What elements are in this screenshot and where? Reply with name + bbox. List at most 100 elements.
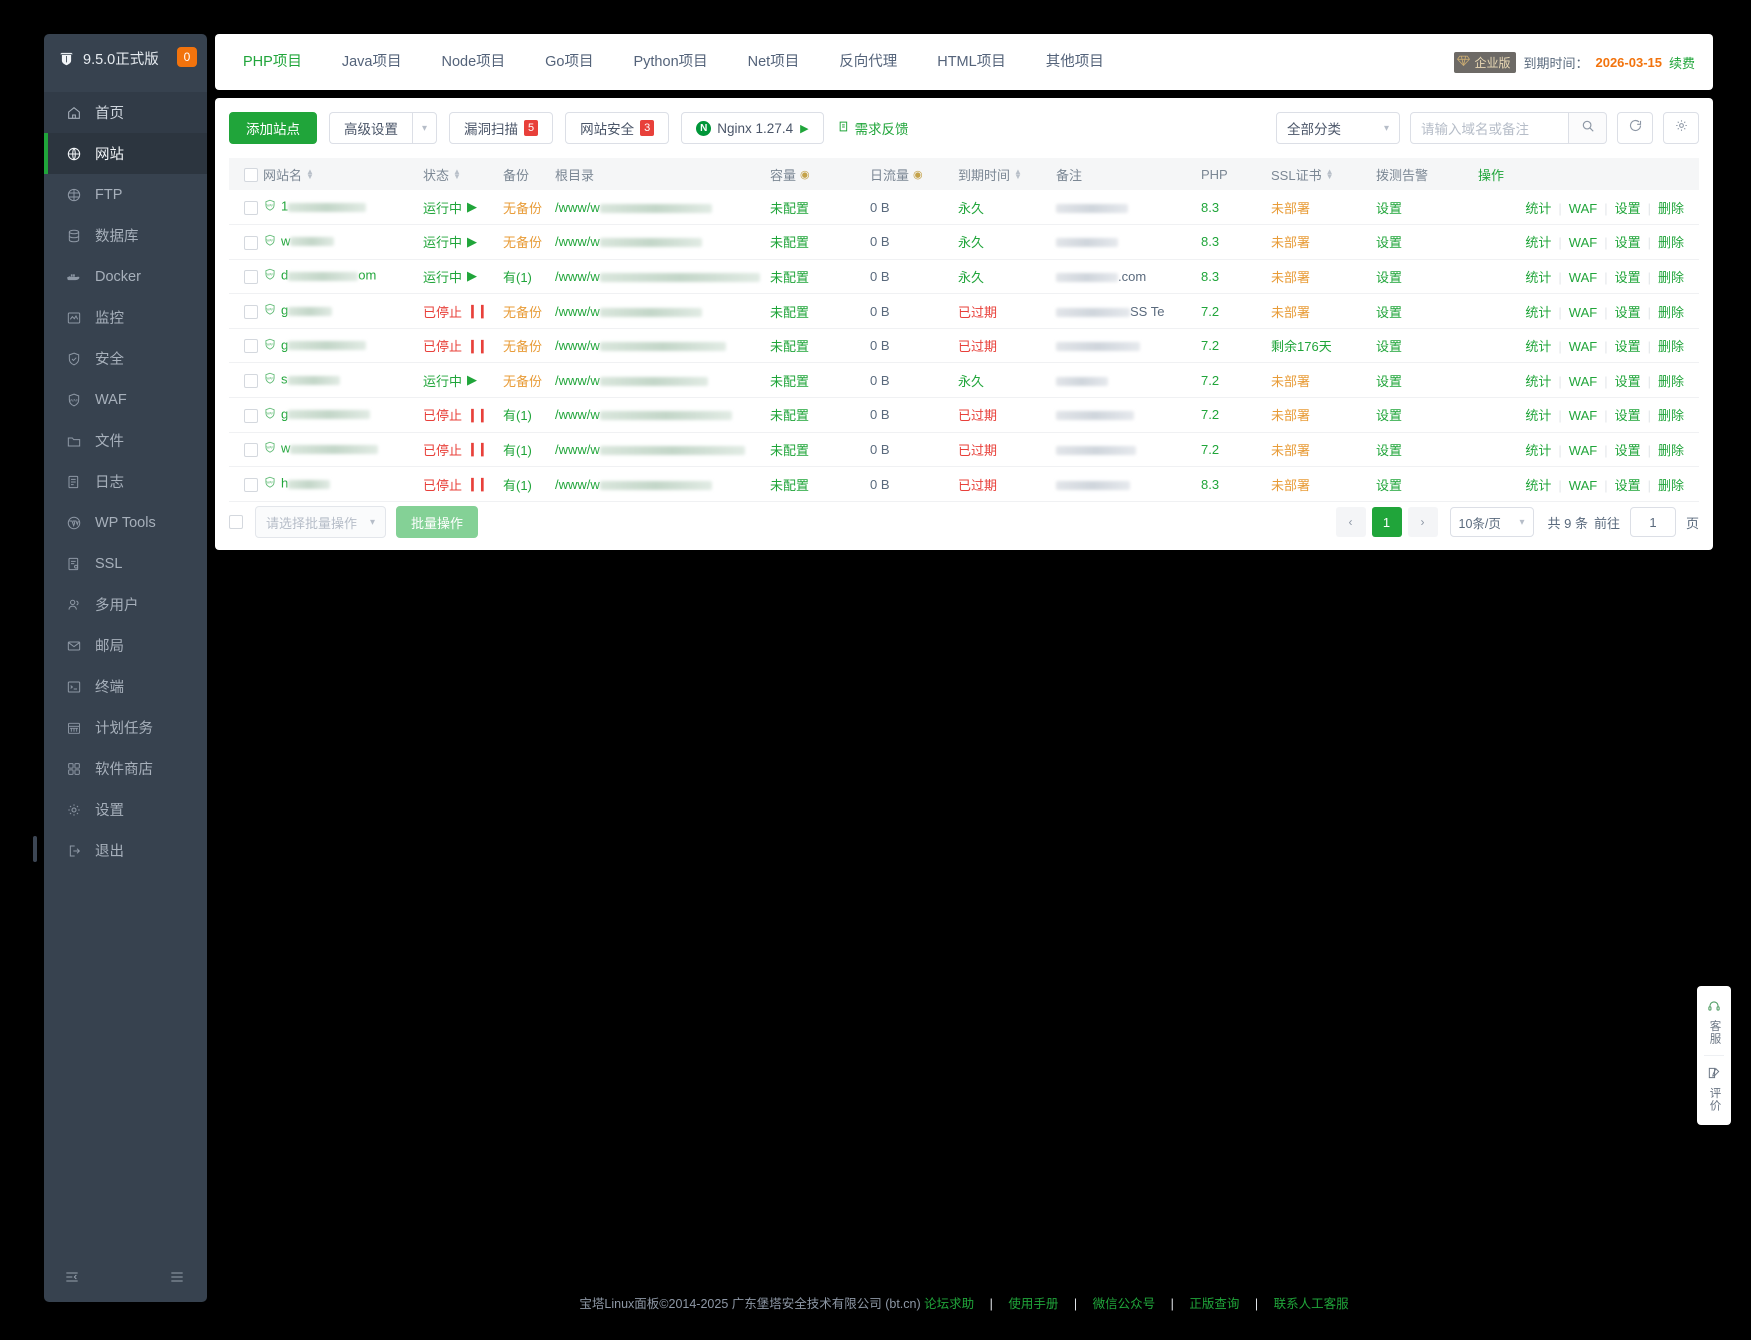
feedback-link[interactable]: 需求反馈: [838, 118, 909, 138]
backup-label[interactable]: 无备份: [503, 304, 543, 320]
tab-net[interactable]: Net项目: [728, 34, 820, 90]
probe-setting-link[interactable]: 设置: [1376, 408, 1403, 424]
cell-backup[interactable]: 无备份: [503, 224, 555, 260]
search-button[interactable]: [1569, 112, 1607, 144]
sidebar-item-home[interactable]: 首页: [44, 92, 207, 133]
cell-php[interactable]: 7.2: [1201, 432, 1271, 468]
select-all-checkbox[interactable]: [244, 167, 258, 182]
ssl-status-label[interactable]: 未部署: [1271, 408, 1311, 424]
op-stat[interactable]: 统计: [1525, 269, 1552, 285]
cell-probe-alert[interactable]: 设置: [1376, 259, 1478, 295]
pagination-next[interactable]: ›: [1407, 507, 1438, 537]
cell-probe-alert[interactable]: 设置: [1376, 397, 1478, 433]
row-checkbox[interactable]: [244, 200, 258, 215]
op-waf[interactable]: WAF: [1568, 200, 1598, 216]
op-delete[interactable]: 删除: [1657, 477, 1684, 493]
cell-note[interactable]: [1056, 224, 1201, 260]
cell-status[interactable]: 运行中 ▶: [423, 190, 503, 226]
cell-root-dir[interactable]: /www/w: [555, 362, 770, 399]
probe-setting-link[interactable]: 设置: [1376, 442, 1403, 458]
php-version-label[interactable]: 7.2: [1201, 372, 1220, 388]
cell-expire[interactable]: 已过期: [958, 432, 1056, 468]
cell-status[interactable]: 运行中 ▶: [423, 259, 503, 295]
sidebar-item-docker[interactable]: Docker: [44, 256, 207, 297]
row-checkbox[interactable]: [244, 443, 258, 458]
backup-label[interactable]: 无备份: [503, 235, 543, 251]
probe-setting-link[interactable]: 设置: [1376, 200, 1403, 216]
cell-expire[interactable]: 已过期: [958, 397, 1056, 433]
site-name-prefix[interactable]: w: [281, 440, 291, 456]
cell-expire[interactable]: 已过期: [958, 293, 1056, 329]
probe-setting-link[interactable]: 设置: [1376, 304, 1403, 320]
sidebar-item-website[interactable]: 网站: [44, 133, 207, 174]
refresh-button[interactable]: [1617, 112, 1653, 144]
batch-action-select[interactable]: 请选择批量操作 ▾: [255, 506, 386, 538]
cell-capacity[interactable]: 未配置: [770, 259, 870, 295]
cell-site-name[interactable]: WAF s: [263, 362, 423, 399]
cell-note[interactable]: .com: [1056, 259, 1201, 295]
sidebar-notification-badge[interactable]: 0: [177, 47, 197, 67]
footer-link-support[interactable]: 联系人工客服: [1273, 1297, 1349, 1311]
cell-backup[interactable]: 有(1): [503, 397, 555, 433]
cell-php[interactable]: 7.2: [1201, 328, 1271, 364]
op-waf[interactable]: WAF: [1568, 304, 1598, 320]
cell-probe-alert[interactable]: 设置: [1376, 328, 1478, 364]
cell-note[interactable]: [1056, 362, 1201, 399]
cell-php[interactable]: 8.3: [1201, 190, 1271, 226]
sidebar-item-settings[interactable]: 设置: [44, 789, 207, 830]
site-name-prefix[interactable]: 1: [281, 198, 289, 214]
cell-status[interactable]: 已停止 ❙❙: [423, 328, 503, 364]
table-row[interactable]: WAF s 运行中 ▶ 无备份/www/w 未配置 0 B 永久 7.2 未部署 设置 统计 | WAF |…: [229, 362, 1699, 399]
backup-label[interactable]: 无备份: [503, 200, 543, 216]
cell-php[interactable]: 7.2: [1201, 362, 1271, 399]
op-stat[interactable]: 统计: [1525, 339, 1552, 355]
cell-php[interactable]: 7.2: [1201, 397, 1271, 433]
cell-ssl[interactable]: 未部署: [1271, 397, 1376, 433]
php-version-label[interactable]: 8.3: [1201, 234, 1220, 250]
cell-site-name[interactable]: WAF h: [263, 466, 423, 502]
cell-root-dir[interactable]: /www/w: [555, 328, 770, 364]
row-checkbox[interactable]: [244, 408, 258, 423]
op-waf[interactable]: WAF: [1568, 408, 1598, 424]
footer-link-forum[interactable]: 论坛求助: [924, 1297, 975, 1311]
cell-backup[interactable]: 无备份: [503, 293, 555, 329]
backup-label[interactable]: 有(1): [503, 269, 532, 285]
cell-backup[interactable]: 有(1): [503, 466, 555, 502]
tab-other[interactable]: 其他项目: [1026, 34, 1124, 90]
op-setting[interactable]: 设置: [1614, 442, 1641, 458]
sidebar-item-ssl[interactable]: SSL: [44, 543, 207, 584]
collapse-panel-icon[interactable]: [64, 1269, 80, 1290]
tab-html[interactable]: HTML项目: [917, 34, 1025, 90]
php-version-label[interactable]: 7.2: [1201, 407, 1220, 423]
cell-status[interactable]: 已停止 ❙❙: [423, 466, 503, 502]
cell-site-name[interactable]: WAF g: [263, 293, 423, 329]
table-settings-button[interactable]: [1663, 112, 1699, 144]
op-delete[interactable]: 删除: [1657, 442, 1684, 458]
op-waf[interactable]: WAF: [1568, 442, 1598, 458]
row-checkbox[interactable]: [244, 304, 258, 319]
probe-setting-link[interactable]: 设置: [1376, 269, 1403, 285]
cell-expire[interactable]: 永久: [958, 259, 1056, 295]
op-waf[interactable]: WAF: [1568, 339, 1598, 355]
th-status[interactable]: 状态 ▲ ▼: [423, 158, 503, 190]
advanced-settings-button[interactable]: 高级设置: [329, 112, 412, 144]
cell-root-dir[interactable]: /www/w: [555, 432, 770, 468]
probe-setting-link[interactable]: 设置: [1376, 477, 1403, 493]
cell-ssl[interactable]: 未部署: [1271, 259, 1376, 295]
op-setting[interactable]: 设置: [1614, 408, 1641, 424]
cell-note[interactable]: [1056, 190, 1201, 226]
cell-ssl[interactable]: 未部署: [1271, 190, 1376, 226]
sidebar-item-mail[interactable]: 邮局: [44, 625, 207, 666]
cell-root-dir[interactable]: /www/w: [555, 190, 770, 226]
row-checkbox[interactable]: [244, 339, 258, 354]
vulnerability-scan-button[interactable]: 漏洞扫描 5: [449, 112, 554, 144]
cell-root-dir[interactable]: /www/w: [555, 259, 770, 295]
backup-label[interactable]: 有(1): [503, 408, 532, 424]
ssl-status-label[interactable]: 剩余176天: [1271, 339, 1332, 355]
op-waf[interactable]: WAF: [1568, 373, 1598, 389]
sidebar-item-security[interactable]: 安全: [44, 338, 207, 379]
php-version-label[interactable]: 7.2: [1201, 303, 1220, 319]
cell-ssl[interactable]: 未部署: [1271, 466, 1376, 502]
row-checkbox[interactable]: [244, 270, 258, 285]
op-waf[interactable]: WAF: [1568, 235, 1598, 251]
